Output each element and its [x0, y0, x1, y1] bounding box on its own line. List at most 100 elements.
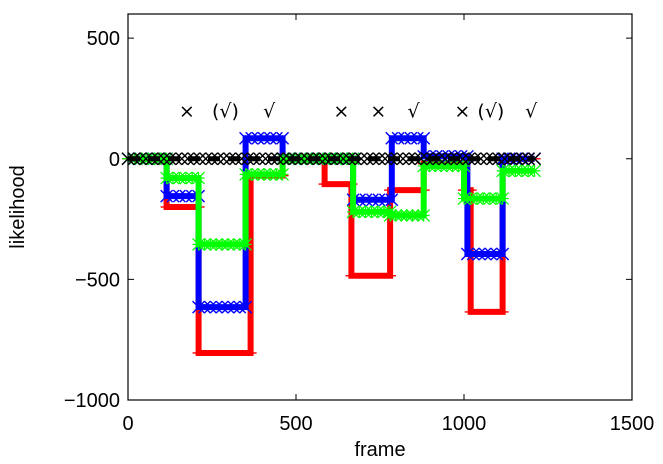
- point-marker: [385, 131, 399, 145]
- point-marker: [229, 152, 243, 166]
- axes-box: [127, 13, 633, 401]
- point-marker: [420, 152, 434, 166]
- point-marker: [312, 152, 326, 166]
- point-marker: [468, 152, 482, 166]
- point-marker: [402, 152, 416, 166]
- annotation-mark: ×: [179, 101, 195, 123]
- point-marker: [404, 131, 418, 145]
- point-marker: [490, 247, 504, 261]
- point-marker: [484, 247, 498, 261]
- point-marker: [300, 152, 314, 166]
- y-tick-label: −500: [75, 269, 120, 291]
- point-marker: [417, 131, 431, 145]
- point-marker: [263, 131, 277, 145]
- x-tick-label: 1500: [610, 413, 655, 435]
- point-marker: [498, 152, 512, 166]
- point-marker: [223, 152, 237, 166]
- point-marker: [221, 300, 235, 314]
- x-tick-label: 1000: [442, 413, 487, 435]
- point-marker: [456, 152, 470, 166]
- annotation-mark: (√): [212, 101, 239, 123]
- point-marker: [460, 247, 474, 261]
- point-marker: [342, 152, 356, 166]
- y-axis-label: likelihood: [7, 165, 29, 248]
- annotation-mark: √: [263, 101, 276, 123]
- point-marker: [354, 152, 368, 166]
- point-marker: [241, 152, 255, 166]
- point-marker: [478, 247, 492, 261]
- point-marker: [247, 152, 261, 166]
- point-marker: [288, 152, 302, 166]
- point-marker: [426, 152, 440, 166]
- point-marker: [227, 300, 241, 314]
- point-marker: [133, 152, 147, 166]
- point-marker: [151, 152, 165, 166]
- point-marker: [330, 152, 344, 166]
- point-marker: [205, 152, 219, 166]
- point-marker: [378, 152, 392, 166]
- point-marker: [528, 152, 542, 166]
- point-marker: [187, 152, 201, 166]
- point-marker: [217, 152, 231, 166]
- point-marker: [372, 193, 386, 207]
- point-marker: [462, 152, 476, 166]
- point-marker: [472, 247, 486, 261]
- y-tick-label: −1000: [64, 390, 120, 412]
- point-marker: [282, 152, 296, 166]
- point-marker: [438, 152, 452, 166]
- point-marker: [276, 131, 290, 145]
- point-marker: [474, 152, 488, 166]
- point-marker: [450, 152, 464, 166]
- point-marker: [510, 152, 524, 166]
- y-tick-label: 500: [87, 28, 120, 50]
- point-marker: [163, 152, 177, 166]
- point-marker: [259, 152, 273, 166]
- point-marker: [215, 300, 229, 314]
- annotation-mark: ×: [370, 101, 386, 123]
- x-tick-label: 500: [279, 413, 312, 435]
- point-marker: [175, 152, 189, 166]
- point-marker: [169, 152, 183, 166]
- point-marker: [359, 193, 373, 207]
- point-marker: [318, 152, 332, 166]
- point-marker: [160, 189, 174, 203]
- point-marker: [378, 193, 392, 207]
- point-marker: [139, 152, 153, 166]
- point-marker: [193, 152, 207, 166]
- point-marker: [203, 300, 217, 314]
- point-marker: [270, 152, 284, 166]
- point-marker: [410, 131, 424, 145]
- point-marker: [239, 300, 253, 314]
- point-marker: [522, 152, 536, 166]
- annotation-mark: ×: [333, 101, 349, 123]
- annotation-mark: ×: [454, 101, 470, 123]
- point-marker: [336, 152, 350, 166]
- point-marker: [253, 152, 267, 166]
- annotation-mark: √: [525, 101, 538, 123]
- point-marker: [396, 152, 410, 166]
- point-marker: [181, 152, 195, 166]
- point-marker: [257, 131, 271, 145]
- y-tick-label: 0: [109, 149, 120, 171]
- point-marker: [239, 131, 253, 145]
- point-marker: [366, 152, 380, 166]
- point-marker: [432, 152, 446, 166]
- axis-ticks: 0 500 1000 1500 −1000 −500 0 500: [64, 14, 654, 435]
- point-marker: [172, 189, 186, 203]
- point-marker: [179, 189, 193, 203]
- point-marker: [145, 152, 159, 166]
- series-red: [128, 155, 535, 356]
- point-marker: [192, 300, 206, 314]
- point-marker: [385, 193, 399, 207]
- point-marker: [269, 131, 283, 145]
- point-marker: [166, 189, 180, 203]
- x-tick-label: 0: [122, 413, 133, 435]
- point-marker: [414, 152, 428, 166]
- point-marker: [496, 247, 510, 261]
- point-marker: [365, 193, 379, 207]
- point-marker: [398, 131, 412, 145]
- point-marker: [197, 300, 211, 314]
- point-marker: [390, 152, 404, 166]
- point-marker: [408, 152, 422, 166]
